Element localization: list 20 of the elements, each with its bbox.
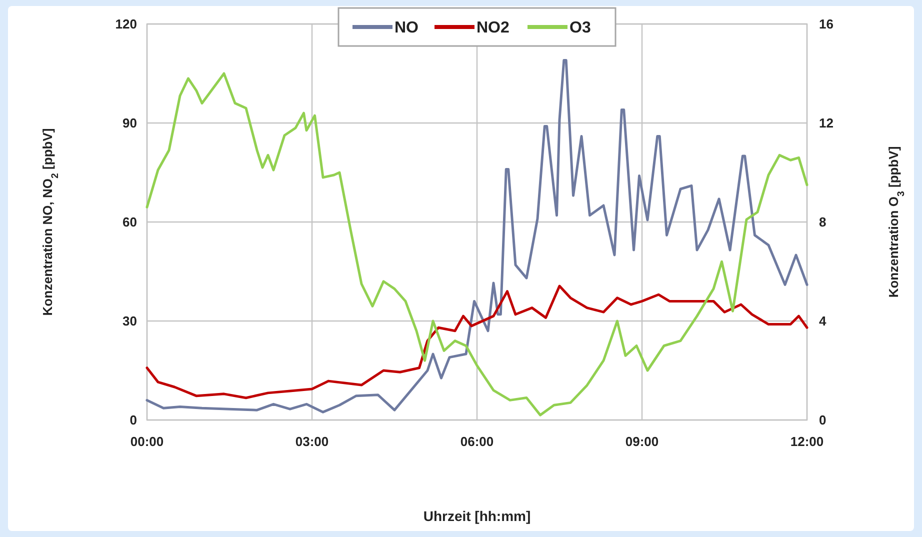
x-tick-label: 12:00: [790, 434, 824, 449]
x-tick-label: 06:00: [460, 434, 494, 449]
y-tick-label: 90: [122, 116, 137, 131]
legend-label: NO2: [476, 20, 510, 37]
line-series: [146, 284, 808, 400]
x-tick-label: 00:00: [130, 434, 164, 449]
x-tick-label: 09:00: [625, 434, 659, 449]
y2-tick-label: 12: [819, 116, 834, 131]
y-tick-label: 30: [122, 314, 137, 329]
y2-tick-label: 8: [819, 214, 826, 230]
y-tick-label: 120: [115, 16, 137, 32]
y2-tick-label: 0: [819, 412, 826, 428]
y2-tick-label: 4: [819, 314, 827, 329]
y-tick-label: 60: [122, 214, 137, 230]
x-tick-label: 03:00: [295, 434, 329, 449]
y2-tick-label: 16: [819, 16, 834, 32]
y-tick-label: 0: [130, 412, 137, 428]
x-axis-title: Uhrzeit [hh:mm]: [423, 508, 531, 524]
legend-label: NO: [394, 20, 418, 37]
legend-label: O3: [570, 20, 591, 37]
